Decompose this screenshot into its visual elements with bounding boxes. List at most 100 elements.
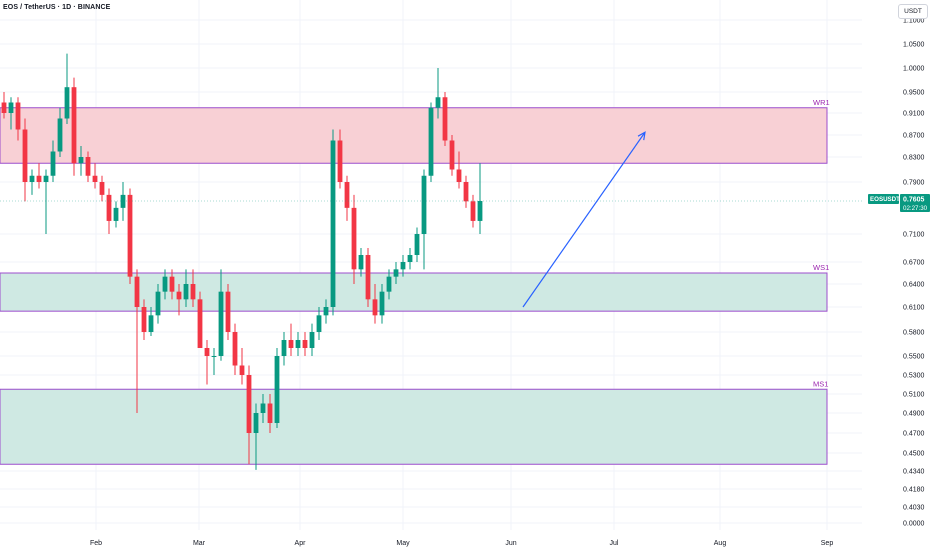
candle [351, 194, 357, 284]
price-tick-label: 0.5800 [903, 330, 925, 337]
time-tick-label: Apr [295, 540, 307, 547]
candle [295, 332, 301, 356]
candle-body [43, 175, 49, 182]
price-tick-label: 0.4180 [903, 487, 925, 494]
candle [428, 102, 434, 182]
candle [309, 323, 315, 356]
candle [99, 175, 105, 202]
candle [218, 269, 224, 361]
candle [225, 284, 231, 340]
candle [148, 307, 154, 336]
candle-body [50, 151, 56, 176]
candle-body [92, 175, 98, 182]
candle [71, 77, 77, 176]
time-tick-label: Mar [193, 540, 206, 547]
candle [120, 182, 126, 221]
candle-body [22, 129, 28, 182]
candle-body [428, 107, 434, 176]
candle [141, 299, 147, 340]
candle-body [358, 255, 364, 270]
candle-body [162, 276, 168, 292]
candle-body [435, 97, 441, 108]
time-tick-label: Feb [90, 540, 102, 547]
candle [344, 175, 350, 221]
candle-body [379, 291, 385, 316]
candle-body [330, 140, 336, 307]
candle [323, 299, 329, 324]
candle [106, 188, 112, 234]
price-tick-label: 0.8700 [903, 133, 925, 140]
candle [232, 323, 238, 375]
price-tick-label: 0.0000 [903, 521, 925, 528]
candle [372, 284, 378, 324]
candle [92, 163, 98, 189]
candle [449, 135, 455, 176]
price-tick-label: 0.4500 [903, 451, 925, 458]
candle-body [1, 102, 7, 113]
candle [400, 255, 406, 277]
candle [281, 332, 287, 366]
candle-body [113, 207, 119, 221]
candle-body [400, 262, 406, 270]
candle [253, 403, 259, 470]
price-tick-label: 1.0500 [903, 42, 925, 49]
candle [260, 394, 266, 423]
candle [1, 92, 7, 119]
time-tick-label: Sep [821, 540, 834, 547]
candle [407, 248, 413, 270]
price-tag-bg [900, 194, 930, 212]
candle [162, 269, 168, 300]
candle-body [197, 299, 203, 348]
candle-body [470, 201, 476, 221]
price-tick-label: 0.7900 [903, 180, 925, 187]
candle [239, 348, 245, 385]
candle-body [372, 299, 378, 316]
candle [393, 262, 399, 284]
candle-body [449, 140, 455, 170]
candle-body [463, 182, 469, 202]
candle-body [295, 340, 301, 348]
zone-ms1 [0, 388, 828, 465]
candle-body [176, 291, 182, 300]
candle-body [134, 276, 140, 307]
candle-body [456, 169, 462, 182]
candle-body [148, 315, 154, 332]
candle-body [477, 201, 483, 221]
candle [134, 269, 140, 413]
symbol-title: EOS / TetherUS · 1D · BINANCE [3, 4, 111, 11]
zone-label-wr1: WR1 [813, 98, 830, 107]
candle [8, 97, 14, 130]
price-tick-label: 0.8300 [903, 155, 925, 162]
candle-body [337, 140, 343, 182]
price-tick-label: 1.1000 [903, 18, 925, 25]
candle [365, 248, 371, 307]
candle-body [190, 284, 196, 300]
price-tick-label: 0.7100 [903, 232, 925, 239]
candle-body [155, 291, 161, 316]
candle [463, 175, 469, 208]
zone-label-ws1: WS1 [813, 263, 829, 272]
candle [36, 163, 42, 189]
candle [211, 348, 217, 375]
candle-body [232, 332, 238, 366]
candle-body [71, 87, 77, 164]
candle-body [407, 255, 413, 262]
price-scale: 1.1000 1.0500 1.0000 0.9500 0.9100 0.8700 0.83… [862, 0, 932, 550]
price-tag-value: 0.7605 [903, 197, 925, 204]
candle [78, 146, 84, 176]
arrow-head [637, 131, 646, 141]
candle [22, 118, 28, 202]
candle-body [421, 175, 427, 234]
candle-body [85, 157, 91, 176]
candle-body [141, 307, 147, 332]
time-tick-label: Aug [714, 540, 727, 547]
candle [85, 151, 91, 182]
candle-body [281, 340, 287, 356]
currency-button[interactable]: USDT [898, 4, 928, 19]
candle [246, 365, 252, 465]
candle [169, 269, 175, 300]
candle-body [267, 403, 273, 423]
candle [435, 68, 441, 119]
